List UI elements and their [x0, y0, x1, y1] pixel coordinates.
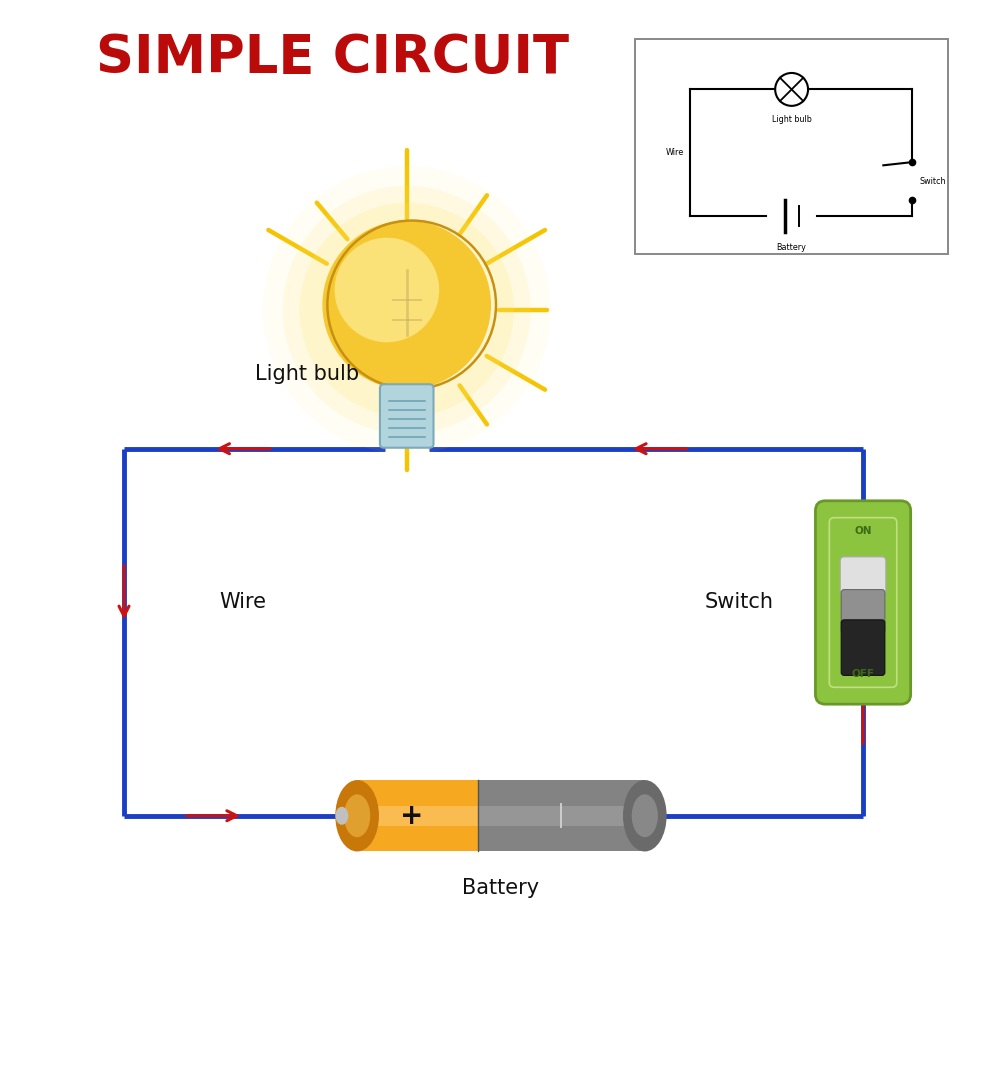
Text: Light bulb: Light bulb	[772, 116, 811, 124]
FancyBboxPatch shape	[815, 501, 911, 704]
FancyBboxPatch shape	[357, 780, 478, 851]
FancyBboxPatch shape	[380, 384, 434, 448]
Circle shape	[283, 186, 531, 434]
Text: Wire: Wire	[219, 593, 267, 612]
FancyBboxPatch shape	[357, 807, 478, 826]
Text: SIMPLE CIRCUIT: SIMPLE CIRCUIT	[96, 32, 568, 84]
Ellipse shape	[344, 794, 370, 837]
Ellipse shape	[623, 780, 667, 851]
Text: ON: ON	[854, 526, 872, 536]
Text: +: +	[400, 801, 424, 829]
Text: Light bulb: Light bulb	[256, 364, 359, 384]
Text: Wire: Wire	[666, 148, 684, 158]
Text: Switch: Switch	[704, 593, 774, 612]
FancyBboxPatch shape	[841, 620, 885, 675]
FancyBboxPatch shape	[478, 780, 645, 851]
Circle shape	[322, 220, 491, 389]
Text: VectorStock.com/23787900: VectorStock.com/23787900	[736, 1036, 947, 1051]
Ellipse shape	[632, 794, 658, 837]
FancyBboxPatch shape	[840, 557, 886, 595]
Text: OFF: OFF	[851, 670, 875, 679]
FancyBboxPatch shape	[841, 590, 885, 633]
Circle shape	[334, 238, 439, 342]
Circle shape	[300, 203, 514, 417]
Ellipse shape	[335, 780, 379, 851]
Circle shape	[263, 166, 551, 454]
Text: Battery: Battery	[462, 878, 540, 899]
Text: VectorStock®: VectorStock®	[45, 1035, 185, 1052]
Text: |: |	[558, 804, 565, 828]
FancyBboxPatch shape	[478, 807, 645, 826]
Text: Switch: Switch	[920, 177, 946, 186]
Ellipse shape	[335, 807, 348, 825]
Text: Battery: Battery	[777, 243, 806, 252]
